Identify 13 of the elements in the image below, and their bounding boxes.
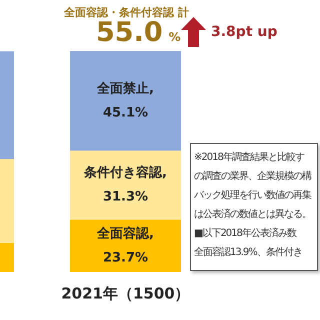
text: 3.8pt up [211, 24, 278, 40]
data-label: 全面容認, 23.7% [96, 225, 154, 266]
x-tick-label: 2021年（1500） [61, 284, 190, 302]
annotation: バック処理を行い数値の再集 [194, 189, 312, 203]
annotation: ■以下2018年公表済み数 [194, 226, 298, 241]
data-label: 全面禁止, 45.1% [96, 81, 154, 120]
annotation: 全面容認13.9%、条件付き [194, 246, 303, 260]
annotation: は公表済の数値とは異なる。 [194, 208, 312, 222]
text: 55.0% [96, 17, 181, 48]
text: 全面容認・条件付容認 計 [64, 5, 189, 20]
annotation: ※2018年調査結果と比較す [194, 150, 306, 165]
annotation: の調査の業界、企業規模の構 [194, 170, 312, 184]
data-label: 条件付き容認, 31.3% [83, 164, 167, 205]
